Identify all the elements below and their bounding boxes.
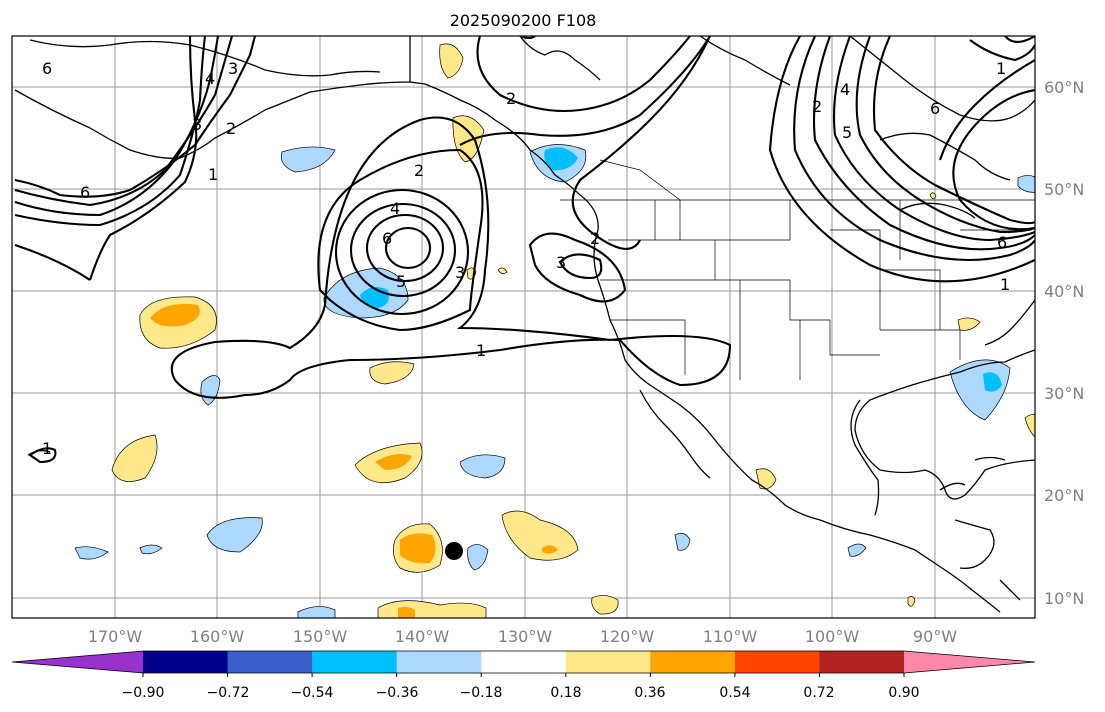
contour-label: 3 (455, 263, 465, 282)
lat-label: 10°N (1044, 589, 1084, 608)
contour-label: 3 (556, 253, 566, 272)
contour-label: 1 (1000, 275, 1010, 294)
contour-label: 4 (390, 199, 400, 218)
contour-label: 2 (506, 89, 516, 108)
contour-label: 3 (228, 59, 238, 78)
colorbar-tick-label: −0.90 (122, 685, 165, 701)
lon-label: 110°W (703, 627, 758, 646)
lat-label: 60°N (1044, 78, 1084, 97)
map-frame (11, 35, 1036, 619)
lon-label: 90°W (913, 627, 957, 646)
contour-label: 2 (226, 119, 236, 138)
colorbar-segment (396, 651, 482, 673)
contour-label: 2 (414, 161, 424, 180)
lat-label: 20°N (1044, 486, 1084, 505)
colorbar-segment (819, 651, 905, 673)
colorbar-tick-label: 0.90 (888, 685, 919, 701)
contour-labels: 6 3 4 6 2 3 1 2 4 6 5 3 1 3 2 2 6 5 4 2 … (42, 59, 1010, 458)
lon-label: 130°W (498, 627, 553, 646)
colorbar-tick-label: −0.54 (291, 685, 334, 701)
colorbar-tick-label: −0.72 (207, 685, 250, 701)
colorbar-extend-min (12, 651, 143, 673)
contour-label: 1 (208, 165, 218, 184)
contour-label: 1 (476, 341, 486, 360)
colorbar-tick-label: 0.36 (634, 685, 665, 701)
contour-label: 6 (80, 183, 90, 202)
contour-label: 2 (812, 97, 822, 116)
anomaly-shading (74, 43, 1035, 618)
contour-label: 4 (205, 69, 215, 88)
colorbar-segment (734, 651, 820, 673)
contour-label: 1 (42, 439, 52, 458)
colorbar-segment (227, 651, 313, 673)
graticule (12, 36, 1035, 618)
colorbar-tick-label: 0.72 (803, 685, 834, 701)
contour-label: 4 (840, 80, 850, 99)
latitude-labels: 60°N 50°N 40°N 30°N 20°N 10°N (1044, 78, 1084, 608)
storm-marker (445, 542, 463, 560)
contour-label: 3 (192, 115, 202, 134)
colorbar-extend-max (904, 651, 1035, 673)
lon-label: 150°W (293, 627, 348, 646)
contour-label: 6 (42, 59, 52, 78)
colorbar-ticks: −0.90 −0.72 −0.54 −0.36 −0.18 0.18 0.36 … (122, 685, 920, 701)
colorbar-segment (143, 651, 229, 673)
lon-label: 100°W (805, 627, 860, 646)
map-title: 2025090200 F108 (450, 11, 597, 30)
lon-label: 140°W (395, 627, 450, 646)
colorbar-tick-label: 0.18 (550, 685, 581, 701)
lat-label: 40°N (1044, 282, 1084, 301)
contour-label: 6 (930, 99, 940, 118)
colorbar-segment (650, 651, 736, 673)
contour-label: 5 (842, 123, 852, 142)
colorbar-tick-label: −0.18 (460, 685, 503, 701)
contour-label: 6 (997, 233, 1007, 252)
isolines (14, 36, 1035, 464)
contour-label: 1 (996, 59, 1006, 78)
contour-label: 6 (382, 229, 392, 248)
contour-label: 5 (396, 272, 406, 291)
lon-label: 120°W (600, 627, 655, 646)
contour-label: 2 (590, 229, 600, 248)
colorbar (11, 650, 1036, 677)
colorbar-segment (481, 651, 567, 673)
lat-label: 30°N (1044, 384, 1084, 403)
colorbar-tick-label: −0.36 (376, 685, 419, 701)
colorbar-tick-label: 0.54 (719, 685, 750, 701)
longitude-labels: 170°W 160°W 150°W 140°W 130°W 120°W 110°… (88, 627, 957, 646)
colorbar-segment (312, 651, 398, 673)
map-plot-area: 6 3 4 6 2 3 1 2 4 6 5 3 1 3 2 2 6 5 4 2 … (12, 36, 1035, 618)
lat-label: 50°N (1044, 180, 1084, 199)
colorbar-segment (565, 651, 651, 673)
lon-label: 170°W (88, 627, 143, 646)
lon-label: 160°W (190, 627, 245, 646)
state-borders (560, 159, 1035, 380)
